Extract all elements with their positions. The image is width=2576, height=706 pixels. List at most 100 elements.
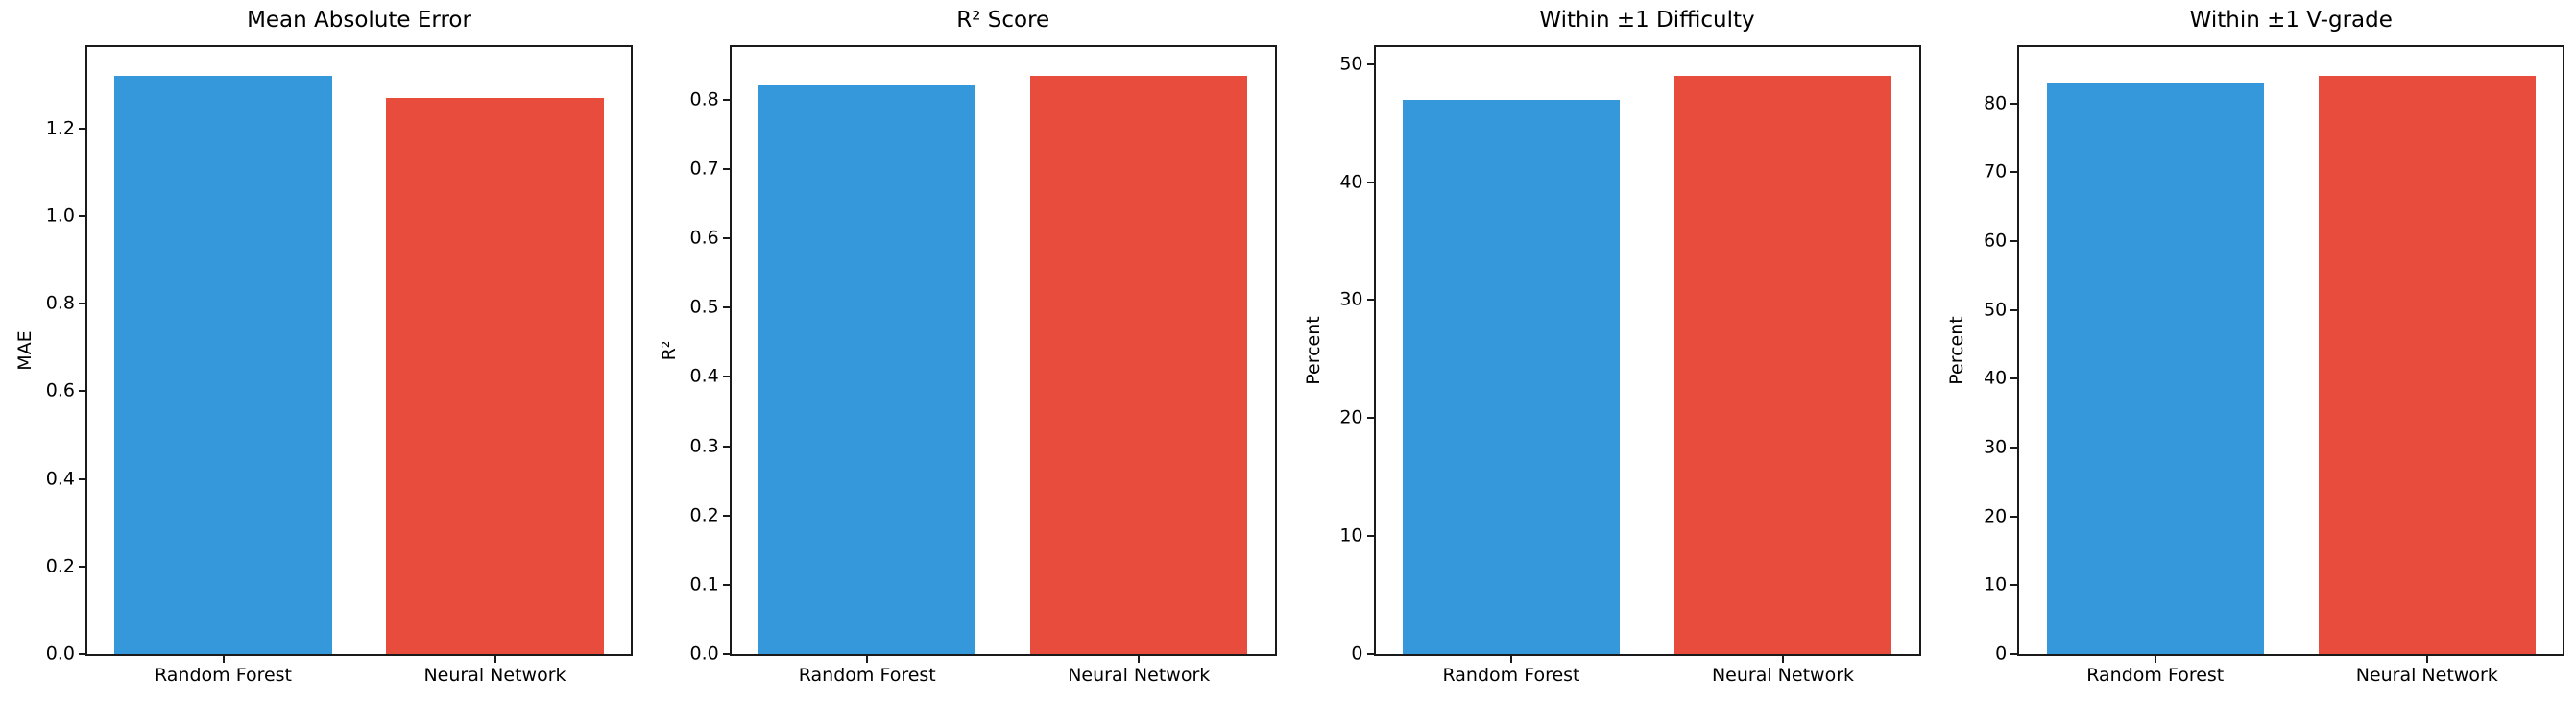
x-tick-label: Random Forest [154,665,293,686]
y-tick [722,237,730,240]
y-tick-label: 0.6 [689,227,719,249]
y-tick [722,583,730,586]
x-tick [494,656,496,663]
y-tick-label: 80 [1984,92,2008,114]
y-tick [1366,299,1374,302]
axes-within-1-vgrade: 0 10 20 30 40 50 60 70 80 Random Forest Neural Net… [1984,45,2565,685]
x-tick [1782,656,1784,663]
y-axis-label: R² [658,340,680,361]
chart-title: Within ±1 Difficulty [1539,8,1755,33]
y-tick [79,390,85,393]
chart-title: Within ±1 V-grade [2189,8,2393,33]
y-tick [2010,515,2018,518]
y-tick [2010,653,2018,655]
bar-neural-network [1673,76,1892,654]
y-tick-label: 20 [1984,505,2008,527]
y-tick-label: 60 [1984,230,2008,252]
y-tick-label: 10 [1984,573,2008,596]
y-tick-label: 0 [1995,643,2008,665]
axes-mae: 0.0 0.2 0.4 0.6 0.8 1.0 1.2 Random Forest Neural… [46,45,633,685]
y-tick-label: 0.8 [689,88,719,110]
y-axis-label: MAE [14,330,36,371]
y-tick-label: 70 [1984,160,2008,183]
chart-panel-r2: R² Score R² 0.0 0.1 0.2 0.3 0.4 0.5 0.6 0.7 0.8 R… [644,0,1288,706]
x-tick [1510,656,1512,663]
bar-neural-network [1030,75,1248,654]
chart-panel-within-1-difficulty: Within ±1 Difficulty Percent 0 10 20 30 40 50… [1288,0,1933,706]
y-tick-label: 0.8 [45,292,75,314]
y-tick [79,653,85,655]
x-tick-label: Neural Network [423,665,566,686]
x-tick [1138,656,1141,663]
y-tick [2010,584,2018,587]
y-tick [79,565,85,568]
y-tick-label: 0.4 [45,468,75,490]
y-tick-label: 0.0 [45,643,75,665]
y-tick [722,98,730,101]
x-tick [2425,656,2428,663]
y-tick [2010,240,2018,243]
y-tick [1366,535,1374,538]
y-tick [722,653,730,655]
y-tick [2010,171,2018,174]
chart-panel-within-1-vgrade: Within ±1 V-grade Percent 0 10 20 30 40 50 60 7… [1932,0,2576,706]
x-tick-label: Random Forest [2086,665,2225,686]
y-tick [2010,102,2018,105]
y-tick-label: 0.2 [45,555,75,577]
y-tick-label: 50 [1339,53,1363,75]
y-tick-label: 0.6 [45,379,75,402]
y-tick-label: 30 [1984,436,2008,458]
y-tick-label: 1.0 [45,205,75,227]
y-tick-label: 50 [1984,299,2008,321]
y-tick [1366,181,1374,183]
bar-neural-network [386,97,604,654]
y-tick [2010,447,2018,450]
y-tick [79,215,85,217]
axes-within-1-difficulty: 0 10 20 30 40 50 Random Forest Neural Network [1339,45,1921,685]
y-tick [722,167,730,170]
y-tick-label: 1.2 [45,117,75,139]
bar-random-forest [1402,99,1621,654]
x-tick-label: Random Forest [1442,665,1580,686]
y-tick [722,306,730,309]
y-tick-label: 0.3 [689,435,719,457]
y-tick-label: 20 [1339,406,1363,428]
y-tick-label: 0.5 [689,296,719,318]
x-tick-label: Neural Network [1711,665,1855,686]
bar-neural-network [2318,76,2536,654]
y-tick [79,303,85,305]
axes-r2: 0.0 0.1 0.2 0.3 0.4 0.5 0.6 0.7 0.8 Random Forest… [690,45,1277,685]
bar-random-forest [2046,83,2264,654]
y-tick-label: 40 [1984,367,2008,389]
x-tick [2154,656,2156,663]
y-tick [79,477,85,480]
y-tick-label: 0.7 [689,158,719,180]
y-tick-label: 0 [1351,643,1363,665]
y-axis-label: Percent [1946,316,1968,385]
y-tick [1366,62,1374,65]
x-tick [866,656,869,663]
x-tick-label: Neural Network [1068,665,1211,686]
y-tick-label: 0.0 [689,643,719,665]
x-tick [222,656,225,663]
y-tick [2010,308,2018,311]
y-tick [1366,417,1374,420]
x-tick-label: Neural Network [2355,665,2498,686]
y-tick-label: 30 [1339,288,1363,310]
x-tick-label: Random Forest [798,665,936,686]
bar-random-forest [758,85,976,654]
chart-panel-mae: Mean Absolute Error MAE 0.0 0.2 0.4 0.6 0.8 1… [0,0,644,706]
y-tick-label: 0.4 [689,365,719,387]
y-tick-label: 0.1 [689,573,719,596]
chart-title: R² Score [956,8,1050,33]
y-tick-label: 0.2 [689,504,719,526]
y-tick [2010,377,2018,380]
y-tick [79,127,85,130]
bar-random-forest [114,76,332,654]
chart-title: Mean Absolute Error [247,8,471,33]
y-tick-label: 40 [1339,171,1363,193]
y-tick [722,514,730,517]
y-tick [1366,653,1374,655]
y-tick [722,445,730,448]
